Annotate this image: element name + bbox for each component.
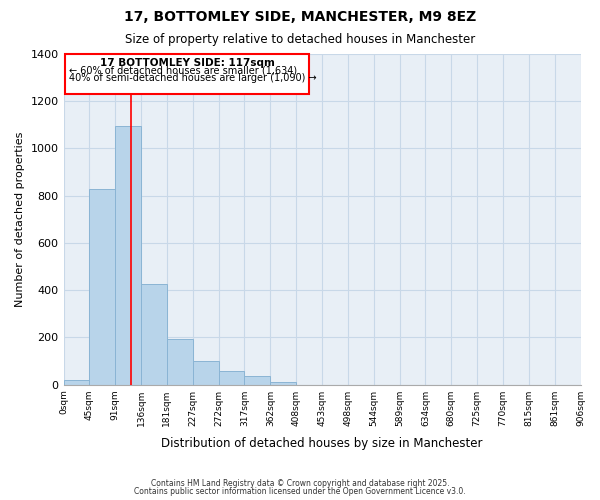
Text: 17 BOTTOMLEY SIDE: 117sqm: 17 BOTTOMLEY SIDE: 117sqm <box>100 58 274 68</box>
X-axis label: Distribution of detached houses by size in Manchester: Distribution of detached houses by size … <box>161 437 483 450</box>
Bar <box>65 54 309 94</box>
Bar <box>271 382 296 384</box>
Text: Contains HM Land Registry data © Crown copyright and database right 2025.: Contains HM Land Registry data © Crown c… <box>151 478 449 488</box>
Bar <box>218 371 244 384</box>
Bar <box>89 188 115 384</box>
Bar <box>167 338 193 384</box>
Bar <box>244 376 271 384</box>
Text: Contains public sector information licensed under the Open Government Licence v3: Contains public sector information licen… <box>134 487 466 496</box>
Text: ← 60% of detached houses are smaller (1,634): ← 60% of detached houses are smaller (1,… <box>69 66 297 76</box>
Text: 17, BOTTOMLEY SIDE, MANCHESTER, M9 8EZ: 17, BOTTOMLEY SIDE, MANCHESTER, M9 8EZ <box>124 10 476 24</box>
Y-axis label: Number of detached properties: Number of detached properties <box>15 132 25 307</box>
Bar <box>115 126 141 384</box>
Text: 40% of semi-detached houses are larger (1,090) →: 40% of semi-detached houses are larger (… <box>69 73 316 83</box>
Bar <box>64 380 89 384</box>
Text: Size of property relative to detached houses in Manchester: Size of property relative to detached ho… <box>125 32 475 46</box>
Bar <box>141 284 167 384</box>
Bar <box>193 361 218 384</box>
